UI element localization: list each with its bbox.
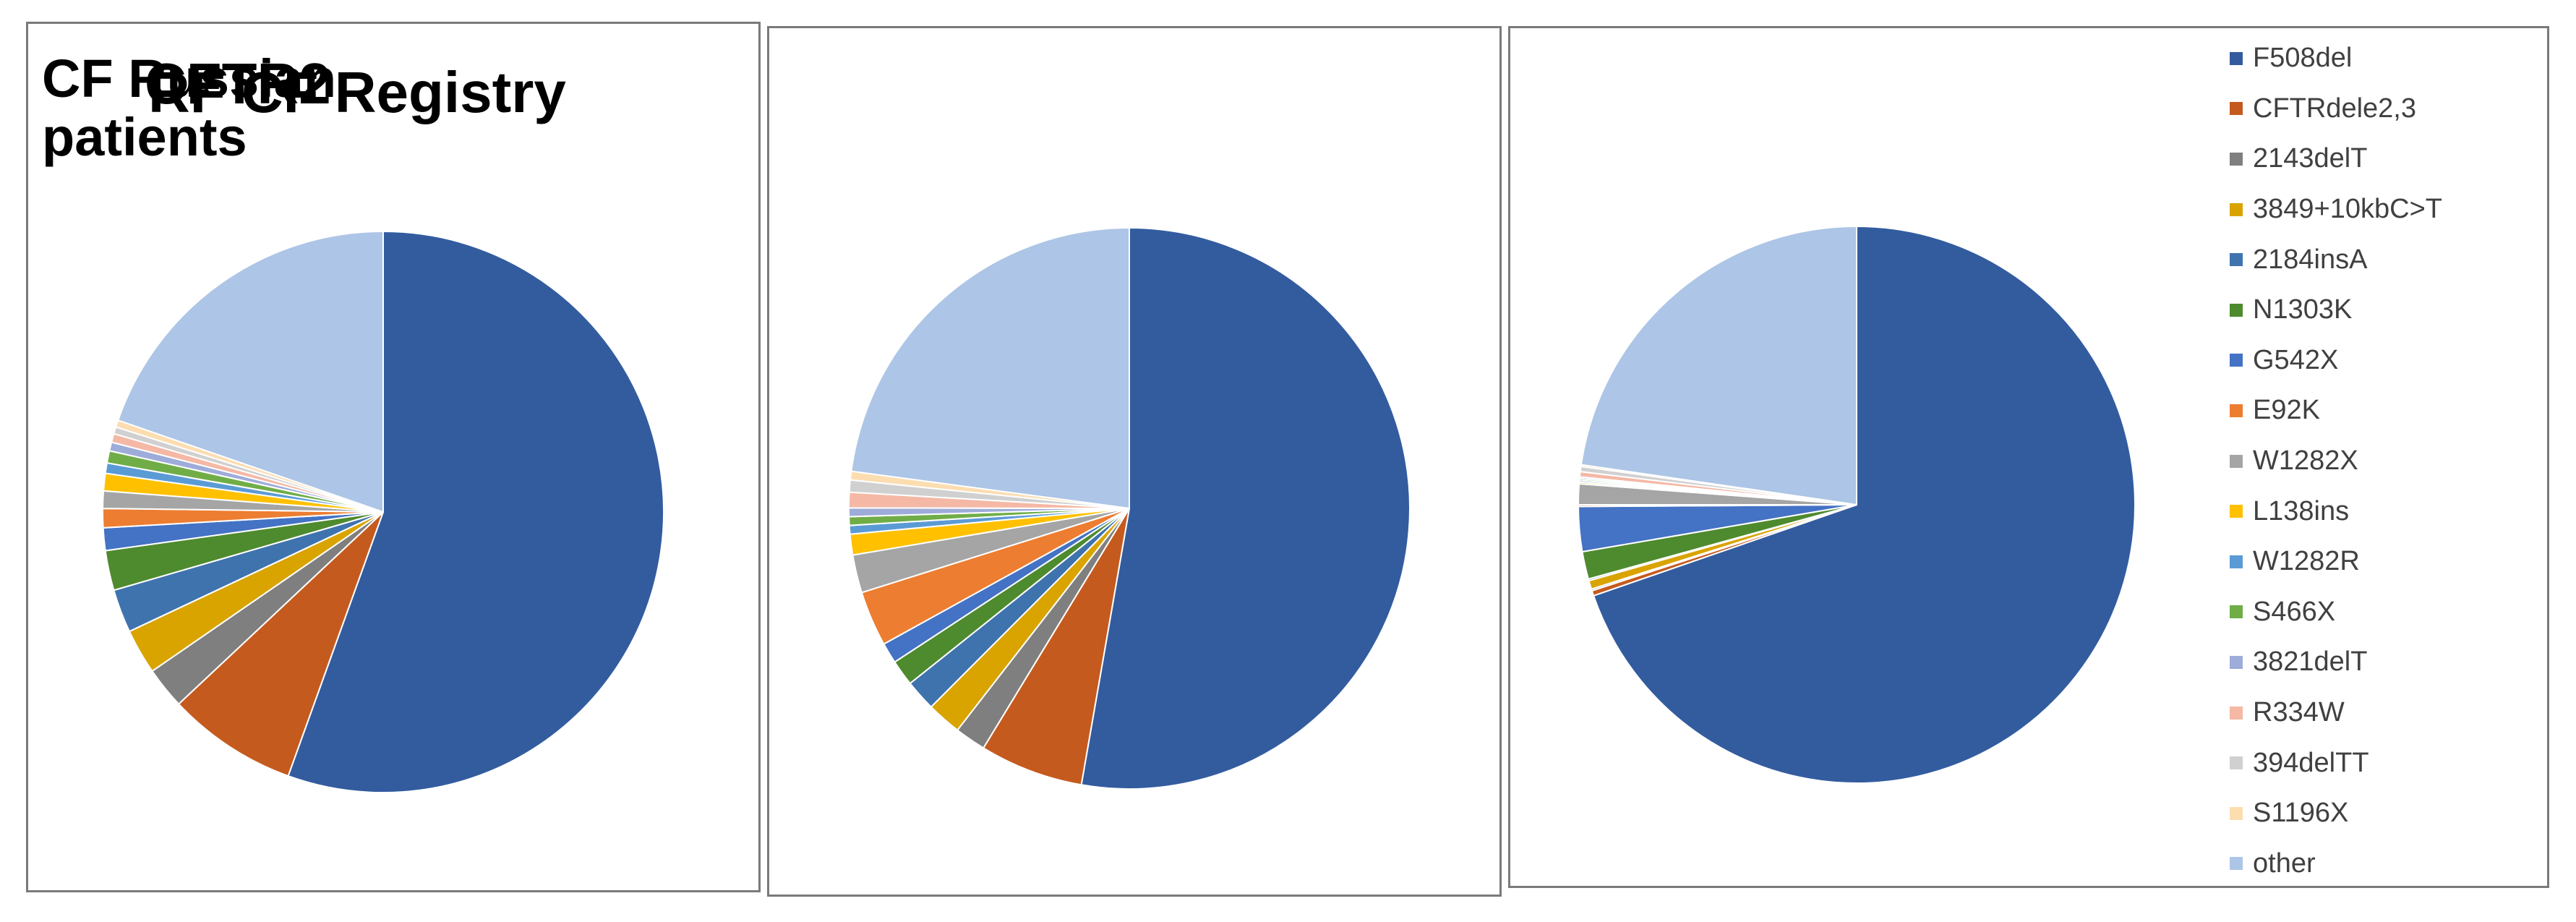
legend-item-f508del: F508del: [2230, 33, 2442, 84]
pie-slice-cftrdele2-3: [177, 511, 384, 777]
pie-slice-cftrdele2-3: [982, 508, 1130, 786]
legend-swatch: [2230, 605, 2243, 619]
legend-item-394deltt: 394delTT: [2230, 738, 2442, 788]
legend-swatch: [2230, 857, 2243, 871]
legend-label: S1196X: [2253, 798, 2349, 829]
legend-item-w1282r: W1282R: [2230, 537, 2442, 587]
legend-item-e92k: E92K: [2230, 385, 2442, 436]
legend-swatch: [2230, 505, 2243, 518]
legend-swatch: [2230, 756, 2243, 770]
legend-swatch: [2230, 555, 2243, 568]
legend-label: CFTRdele2,3: [2253, 93, 2416, 124]
legend-swatch: [2230, 706, 2243, 720]
legend-item-g542x: G542X: [2230, 336, 2442, 386]
legend-label: 2143delT: [2253, 143, 2368, 174]
legend-label: 3849+10kbC>T: [2253, 194, 2442, 225]
legend-swatch: [2230, 404, 2243, 417]
pie-slice-other: [1580, 225, 1857, 506]
legend-label: E92K: [2253, 395, 2320, 426]
pie-slice-f508del: [1592, 225, 2136, 784]
legend-label: S466X: [2253, 596, 2336, 627]
legend-label: F508del: [2253, 43, 2353, 74]
legend-item-r334w: R334W: [2230, 688, 2442, 738]
legend-item-cftrdele2-3: CFTRdele2,3: [2230, 84, 2442, 135]
legend-item-n1303k: N1303K: [2230, 285, 2442, 336]
legend-label: W1282X: [2253, 445, 2358, 477]
legend-swatch: [2230, 102, 2243, 116]
legend-item-s1196x: S1196X: [2230, 788, 2442, 839]
legend-swatch: [2230, 655, 2243, 669]
chart-title: CFTR2: [145, 51, 331, 116]
legend-item-w1282x: W1282X: [2230, 436, 2442, 487]
legend-item-2143delt: 2143delT: [2230, 134, 2442, 184]
legend-label: 2184insA: [2253, 244, 2368, 275]
chart-legend: F508del CFTRdele2,3 2143delT 3849+10kbC>T 21…: [2230, 33, 2442, 889]
legend-item-s466x: S466X: [2230, 587, 2442, 638]
legend-item-l138ins: L138ins: [2230, 486, 2442, 537]
pie-slice-other: [117, 230, 384, 513]
legend-label: W1282R: [2253, 546, 2360, 577]
legend-label: R334W: [2253, 697, 2345, 728]
legend-swatch: [2230, 303, 2243, 317]
pie-slice-f508del: [287, 230, 664, 793]
legend-swatch: [2230, 806, 2243, 820]
legend-label: other: [2253, 848, 2316, 879]
legend-label: L138ins: [2253, 495, 2350, 526]
legend-swatch: [2230, 354, 2243, 367]
legend-item-2184insa: 2184insA: [2230, 234, 2442, 285]
chart-title: CF Russian patients: [42, 48, 337, 168]
pie-slice-other: [850, 226, 1130, 510]
legend-swatch: [2230, 253, 2243, 267]
legend-swatch: [2230, 152, 2243, 166]
legend-swatch: [2230, 454, 2243, 468]
legend-label: 394delTT: [2253, 747, 2369, 778]
legend-label: G542X: [2253, 344, 2339, 375]
legend-item-other: other: [2230, 839, 2442, 889]
legend-label: N1303K: [2253, 294, 2353, 325]
legend-swatch: [2230, 51, 2243, 65]
chart-title: RF CF Registry: [148, 60, 566, 124]
legend-label: 3821delT: [2253, 646, 2368, 678]
legend-item-3821delt: 3821delT: [2230, 637, 2442, 688]
legend-swatch: [2230, 202, 2243, 216]
pie-slice-f508del: [1080, 226, 1411, 790]
legend-item-3849-10kbc-t: 3849+10kbC>T: [2230, 184, 2442, 235]
